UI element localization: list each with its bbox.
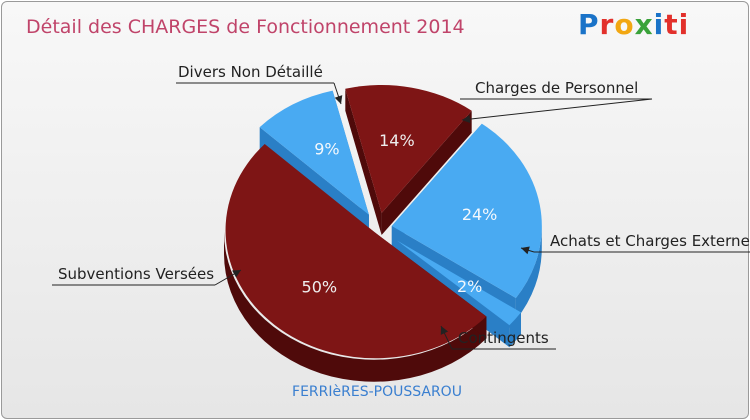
callout-arrowhead <box>521 246 530 255</box>
proxiti-logo[interactable]: Proxiti <box>578 8 690 41</box>
pie-slice <box>259 90 369 215</box>
slice-percent-label: 2% <box>457 277 482 296</box>
callout-arrowhead <box>462 115 471 124</box>
pie-slice <box>225 144 487 359</box>
slice-percent-label: 14% <box>379 131 415 150</box>
pie-slice <box>397 240 521 326</box>
slice-category-label: Divers Non Détaillé <box>178 63 323 81</box>
slice-category-label: Charges de Personnel <box>475 79 638 97</box>
slice-category-label: Contingents <box>458 329 549 347</box>
pie-top-layer <box>225 85 542 359</box>
pie-slice-cut-face <box>345 88 382 235</box>
pie-slice <box>345 85 472 213</box>
pie-slice-side <box>515 226 542 320</box>
callout-arrowhead <box>334 95 343 104</box>
chart-title: Détail des CHARGES de Fonctionnement 201… <box>26 16 465 38</box>
slice-percent-label: 50% <box>302 278 338 297</box>
callout-arrowhead <box>440 326 449 335</box>
slice-category-label: Achats et Charges Externes <box>550 232 750 250</box>
pie-slice <box>391 123 542 298</box>
slice-category-label: Subventions Versées <box>58 265 214 283</box>
pie-slice-side <box>224 231 487 382</box>
slice-percent-label: 24% <box>462 205 498 224</box>
pie-slice-cut-face <box>381 110 472 235</box>
callout-arrowhead <box>232 270 241 278</box>
commune-name: FERRIèRES-POUSSAROU <box>292 384 462 400</box>
slice-percent-label: 9% <box>314 140 339 159</box>
callout-leader-line <box>461 98 653 121</box>
pie-label-layer: 14% 24% 2% 50% 9% Charges de Personnel Achats … <box>52 63 750 350</box>
